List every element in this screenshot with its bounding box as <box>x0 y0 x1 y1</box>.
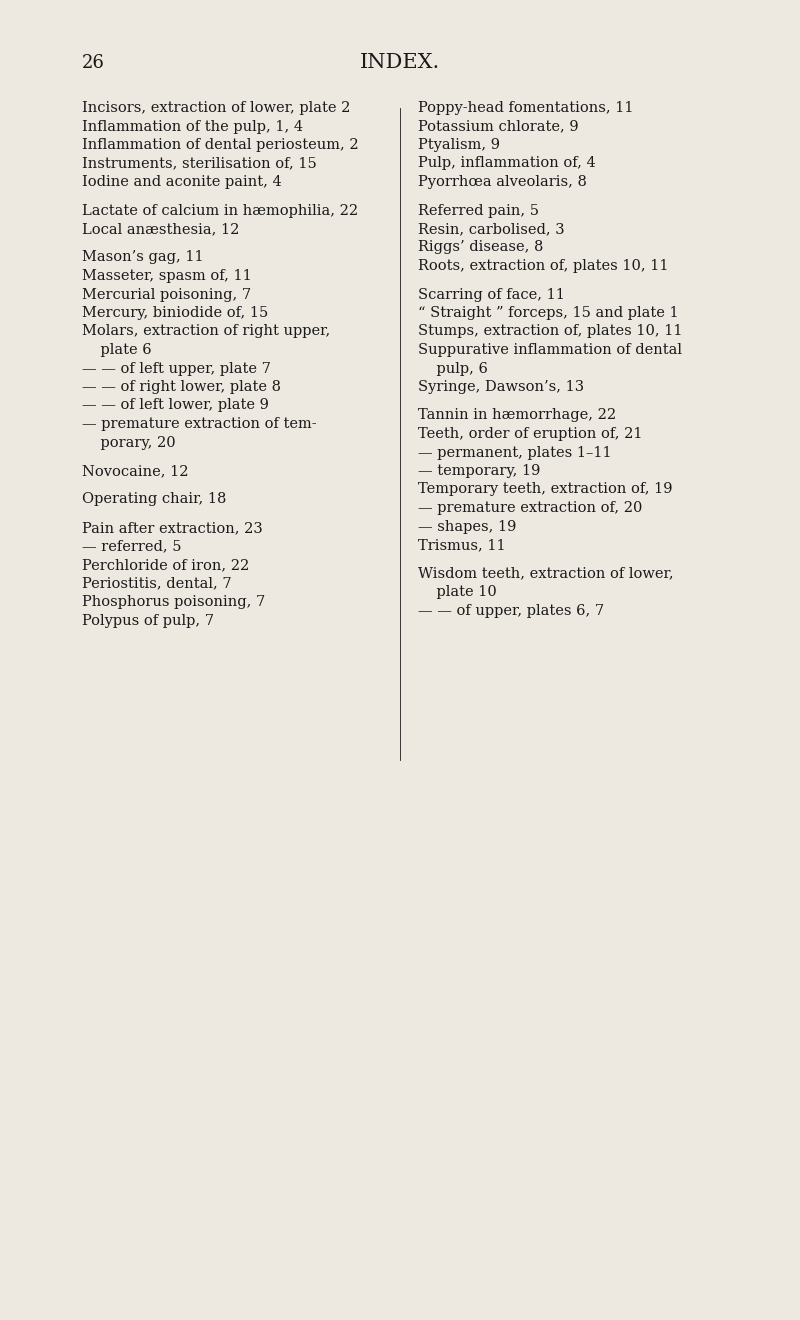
Text: Pyorrhœa alveolaris, 8: Pyorrhœa alveolaris, 8 <box>418 176 587 189</box>
Text: Teeth, order of eruption of, 21: Teeth, order of eruption of, 21 <box>418 426 642 441</box>
Text: plate 6: plate 6 <box>82 343 152 356</box>
Text: Temporary teeth, extraction of, 19: Temporary teeth, extraction of, 19 <box>418 483 673 496</box>
Text: Novocaine, 12: Novocaine, 12 <box>82 465 189 478</box>
Text: — — of upper, plates 6, 7: — — of upper, plates 6, 7 <box>418 603 604 618</box>
Text: Polypus of pulp, 7: Polypus of pulp, 7 <box>82 614 214 627</box>
Text: Molars, extraction of right upper,: Molars, extraction of right upper, <box>82 325 330 338</box>
Text: Inflammation of the pulp, 1, 4: Inflammation of the pulp, 1, 4 <box>82 120 303 133</box>
Text: — premature extraction of tem-: — premature extraction of tem- <box>82 417 317 432</box>
Text: Stumps, extraction of, plates 10, 11: Stumps, extraction of, plates 10, 11 <box>418 325 682 338</box>
Text: Instruments, sterilisation of, 15: Instruments, sterilisation of, 15 <box>82 157 317 170</box>
Text: Roots, extraction of, plates 10, 11: Roots, extraction of, plates 10, 11 <box>418 259 669 273</box>
Text: — — of left upper, plate 7: — — of left upper, plate 7 <box>82 362 271 375</box>
Text: Periostitis, dental, 7: Periostitis, dental, 7 <box>82 577 232 590</box>
Text: Resin, carbolised, 3: Resin, carbolised, 3 <box>418 222 565 236</box>
Text: Operating chair, 18: Operating chair, 18 <box>82 492 226 507</box>
Text: INDEX.: INDEX. <box>360 53 440 73</box>
Text: Pulp, inflammation of, 4: Pulp, inflammation of, 4 <box>418 157 596 170</box>
Text: plate 10: plate 10 <box>418 585 497 599</box>
Text: Mason’s gag, 11: Mason’s gag, 11 <box>82 251 204 264</box>
Text: Riggs’ disease, 8: Riggs’ disease, 8 <box>418 240 543 255</box>
Text: Masseter, spasm of, 11: Masseter, spasm of, 11 <box>82 269 252 282</box>
Text: Potassium chlorate, 9: Potassium chlorate, 9 <box>418 120 578 133</box>
Text: Incisors, extraction of lower, plate 2: Incisors, extraction of lower, plate 2 <box>82 102 350 115</box>
Text: Trismus, 11: Trismus, 11 <box>418 539 506 552</box>
Text: Poppy-head fomentations, 11: Poppy-head fomentations, 11 <box>418 102 634 115</box>
Text: Phosphorus poisoning, 7: Phosphorus poisoning, 7 <box>82 595 266 609</box>
Text: Mercurial poisoning, 7: Mercurial poisoning, 7 <box>82 288 251 301</box>
Text: Suppurative inflammation of dental: Suppurative inflammation of dental <box>418 343 682 356</box>
Text: “ Straight ” forceps, 15 and plate 1: “ Straight ” forceps, 15 and plate 1 <box>418 306 678 319</box>
Text: — shapes, 19: — shapes, 19 <box>418 520 516 533</box>
Text: — referred, 5: — referred, 5 <box>82 540 182 553</box>
Text: — premature extraction of, 20: — premature extraction of, 20 <box>418 502 642 515</box>
Text: Perchloride of iron, 22: Perchloride of iron, 22 <box>82 558 250 572</box>
Text: Inflammation of dental periosteum, 2: Inflammation of dental periosteum, 2 <box>82 139 358 152</box>
Text: — permanent, plates 1–11: — permanent, plates 1–11 <box>418 446 612 459</box>
Text: Ptyalism, 9: Ptyalism, 9 <box>418 139 500 152</box>
Text: Scarring of face, 11: Scarring of face, 11 <box>418 288 565 301</box>
Text: Local anæsthesia, 12: Local anæsthesia, 12 <box>82 222 239 236</box>
Text: Tannin in hæmorrhage, 22: Tannin in hæmorrhage, 22 <box>418 408 616 422</box>
Text: porary, 20: porary, 20 <box>82 436 176 450</box>
Text: — temporary, 19: — temporary, 19 <box>418 465 540 478</box>
Text: Syringe, Dawson’s, 13: Syringe, Dawson’s, 13 <box>418 380 584 393</box>
Text: Referred pain, 5: Referred pain, 5 <box>418 203 539 218</box>
Text: Iodine and aconite paint, 4: Iodine and aconite paint, 4 <box>82 176 282 189</box>
Text: Lactate of calcium in hæmophilia, 22: Lactate of calcium in hæmophilia, 22 <box>82 203 358 218</box>
Text: — — of left lower, plate 9: — — of left lower, plate 9 <box>82 399 269 412</box>
Text: 26: 26 <box>82 54 105 73</box>
Text: pulp, 6: pulp, 6 <box>418 362 488 375</box>
Text: Pain after extraction, 23: Pain after extraction, 23 <box>82 521 262 535</box>
Text: — — of right lower, plate 8: — — of right lower, plate 8 <box>82 380 281 393</box>
Text: Wisdom teeth, extraction of lower,: Wisdom teeth, extraction of lower, <box>418 566 674 581</box>
Text: Mercury, biniodide of, 15: Mercury, biniodide of, 15 <box>82 306 268 319</box>
